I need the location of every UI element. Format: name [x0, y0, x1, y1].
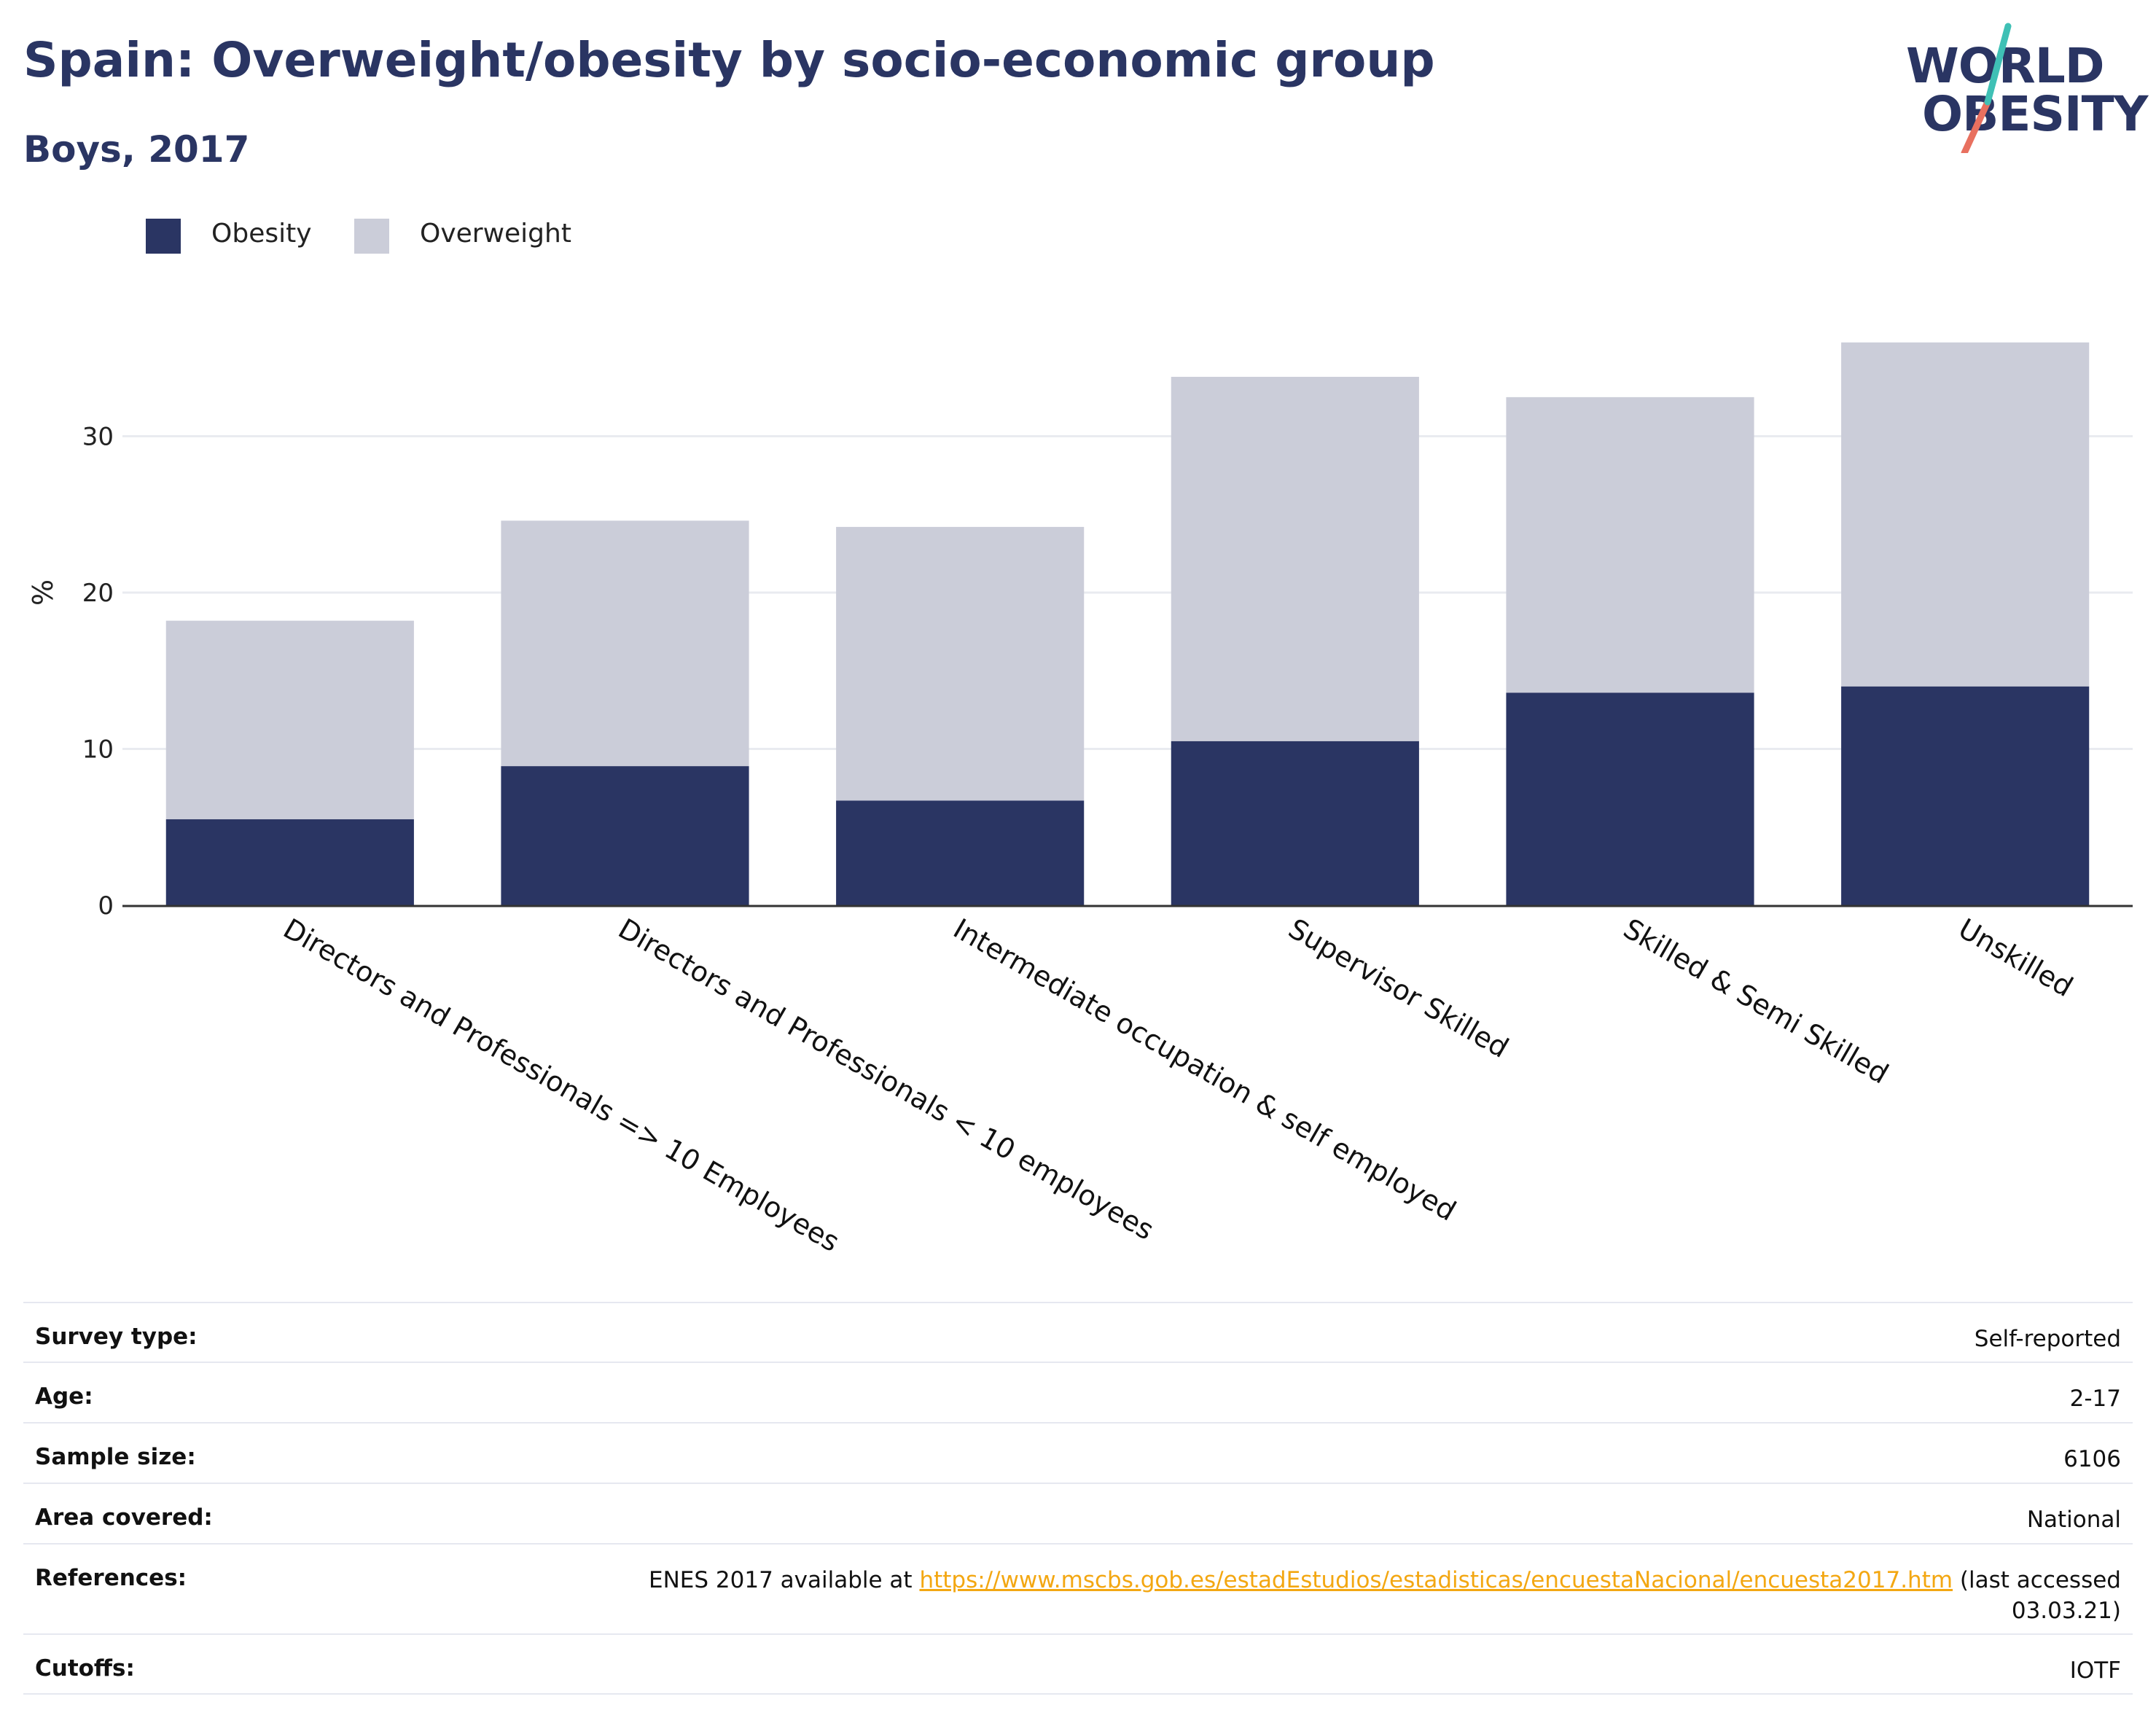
bar-overweight: [165, 620, 414, 820]
bar-obesity: [1506, 692, 1754, 905]
info-row-cutoffs: Cutoffs: IOTF: [23, 1633, 2133, 1695]
chart-subtitle: Boys, 2017: [23, 128, 250, 171]
info-label: Area covered:: [35, 1504, 213, 1531]
bar-overweight: [501, 520, 749, 767]
logo-slash-icon: [1961, 23, 2012, 153]
info-row-sample-size: Sample size: 6106: [23, 1422, 2133, 1483]
legend-label-overweight: Overweight: [420, 219, 571, 249]
x-tick-label: Supervisor Skilled: [1283, 913, 1514, 1064]
info-value: ENES 2017 available at https://www.mscbs…: [649, 1565, 2121, 1626]
y-tick-label: 0: [98, 891, 114, 921]
x-tick-label: Directors and Professionals => 10 Employ…: [278, 913, 845, 1258]
bar-obesity: [836, 800, 1085, 905]
reference-prefix: ENES 2017 available at: [649, 1567, 920, 1593]
info-value: Self-reported: [1974, 1326, 2121, 1352]
info-label: References:: [35, 1565, 187, 1591]
info-value: 6106: [2063, 1446, 2121, 1472]
bar-obesity: [1171, 741, 1419, 905]
info-label: Survey type:: [35, 1324, 198, 1350]
info-row-references: References: ENES 2017 available at https…: [23, 1543, 2133, 1633]
info-value: IOTF: [2069, 1657, 2121, 1684]
world-obesity-logo: WORLD OBESITY: [1906, 22, 2148, 153]
reference-suffix: (last accessed: [1953, 1567, 2121, 1593]
legend-swatch-overweight: [354, 219, 389, 254]
x-tick-label: Intermediate occupation & self employed: [948, 913, 1461, 1227]
y-tick-label: 10: [82, 735, 114, 765]
bar-obesity: [165, 819, 414, 905]
reference-line2: 03.03.21): [2011, 1598, 2121, 1624]
bar-overweight: [1506, 397, 1754, 693]
chart-title: Spain: Overweight/obesity by socio-econo…: [23, 32, 1435, 88]
info-row-survey-type: Survey type: Self-reported: [23, 1302, 2133, 1362]
legend-swatch-obesity: [146, 219, 181, 254]
logo-word-obesity: OBESITY: [1922, 86, 2148, 142]
bar-obesity: [501, 766, 749, 905]
info-row-area-covered: Area covered: National: [23, 1483, 2133, 1543]
info-value: 2-17: [2069, 1386, 2121, 1412]
info-label: Cutoffs:: [35, 1655, 135, 1682]
x-tick-label: Directors and Professionals < 10 employe…: [613, 913, 1160, 1246]
bar-overweight: [1171, 376, 1419, 741]
stacked-bar-chart: 0 10 20 30% Directors and Professionals => 1…: [27, 342, 2133, 1258]
y-tick-label: 30: [82, 423, 114, 452]
info-label: Age:: [35, 1383, 93, 1410]
bar-obesity: [1841, 686, 2090, 905]
bar-overweight: [836, 526, 1085, 801]
survey-info-table: Survey type: Self-reported Age: 2-17 Sam…: [23, 1302, 2133, 1695]
info-row-age: Age: 2-17: [23, 1362, 2133, 1422]
info-label: Sample size:: [35, 1444, 196, 1470]
x-tick-label: Skilled & Semi Skilled: [1618, 913, 1894, 1090]
y-axis-label: %: [27, 579, 59, 606]
legend-label-obesity: Obesity: [211, 219, 312, 249]
bar-overweight: [1841, 342, 2090, 687]
reference-link[interactable]: https://www.mscbs.gob.es/estadEstudios/e…: [919, 1567, 1953, 1593]
x-tick-label: Unskilled: [1953, 913, 2079, 1004]
info-value: National: [2026, 1507, 2121, 1533]
y-tick-label: 20: [82, 579, 114, 608]
